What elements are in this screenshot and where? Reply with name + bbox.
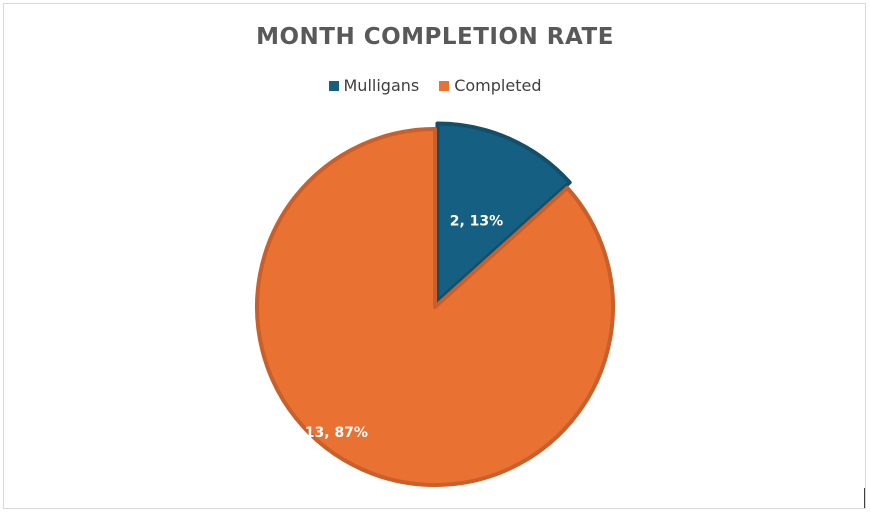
legend-swatch-completed	[439, 80, 450, 91]
legend-label-completed: Completed	[454, 76, 542, 95]
chart-legend: Mulligans Completed	[0, 76, 870, 95]
pie-slice-mulligans	[435, 121, 572, 304]
legend-item-completed: Completed	[439, 76, 541, 95]
legend-swatch-mulligans	[328, 80, 339, 91]
pie-slice-completed	[255, 127, 615, 487]
chart-title: MONTH COMPLETION RATE	[256, 24, 614, 50]
data-label-mulligans: 2, 13%	[450, 214, 503, 230]
legend-label-mulligans: Mulligans	[343, 76, 420, 95]
resize-handle	[864, 488, 865, 508]
legend-item-mulligans: Mulligans	[328, 76, 420, 95]
data-label-completed: 13, 87%	[305, 425, 368, 441]
